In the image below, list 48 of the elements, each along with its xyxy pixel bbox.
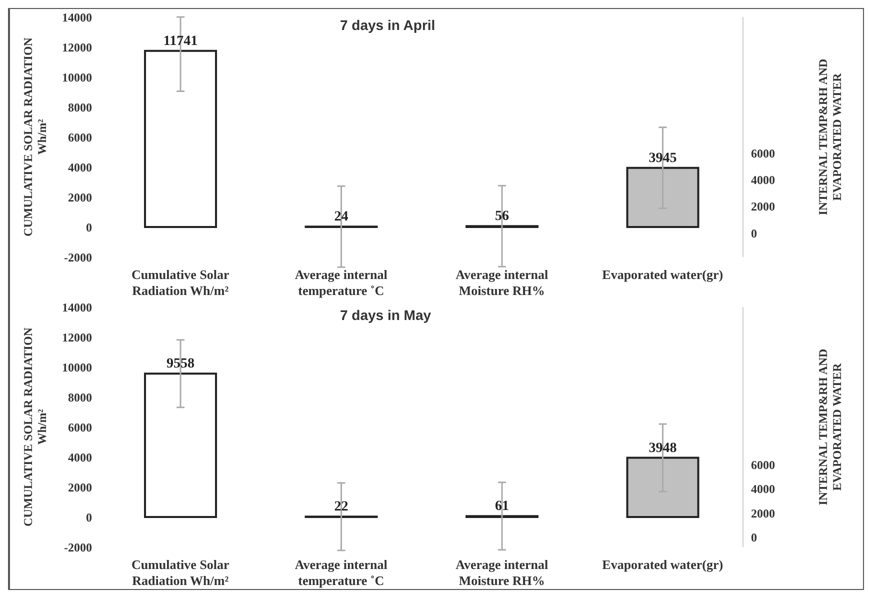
y-tick-label: 4000	[68, 450, 92, 464]
y-tick-label: 4000	[68, 160, 92, 174]
y-axis-title: CUMULATIVE SOLAR RADIATION Wh/m²	[21, 327, 49, 526]
data-label: 11741	[163, 34, 198, 49]
y-tick-label: 8000	[68, 390, 92, 404]
x-tick-label: Cumulative Solar Radiation Wh/m²	[131, 557, 230, 588]
y2-tick-label: 4000	[751, 172, 775, 187]
data-label: 9558	[166, 356, 195, 372]
data-label: 3945	[648, 150, 677, 166]
x-tick-label: Average internal Moisture RH%	[456, 267, 549, 298]
y-tick-label: 2000	[68, 190, 92, 204]
x-tick-label: Evaporated water(gr)	[602, 267, 724, 282]
y-tick-label: 14000	[62, 300, 92, 314]
y-tick-label: 0	[86, 220, 92, 234]
chart-title: 7 days in May	[340, 307, 432, 323]
data-label: 61	[495, 499, 510, 514]
y2-tick-label: 0	[751, 226, 757, 240]
data-label: 22	[334, 500, 348, 515]
y2-tick-label: 6000	[751, 146, 775, 160]
y-tick-label: 6000	[68, 420, 92, 434]
y-tick-label: -2000	[64, 250, 92, 264]
y-tick-label: 14000	[62, 10, 92, 24]
y2-axis-title: INTERNAL TEMP&RH AND EVAPORATED WATER	[816, 58, 844, 216]
y2-tick-label: 2000	[751, 506, 775, 520]
y-tick-label: 12000	[62, 330, 92, 344]
x-tick-label: Average internal temperature ˚C	[294, 267, 388, 298]
y-tick-label: 12000	[62, 40, 92, 54]
y-tick-label: 2000	[68, 480, 92, 494]
y2-tick-label: 6000	[751, 458, 775, 472]
chart-title: 7 days in April	[340, 17, 436, 33]
y-tick-label: -2000	[64, 540, 92, 554]
y-tick-label: 10000	[62, 360, 92, 374]
y2-tick-label: 4000	[751, 482, 775, 496]
y-tick-label: 0	[86, 510, 92, 524]
data-label: 24	[334, 210, 348, 225]
y2-tick-label: 0	[751, 530, 757, 545]
y-tick-label: 6000	[68, 130, 92, 144]
data-label: 3948	[648, 440, 677, 456]
y-tick-label: 8000	[68, 100, 92, 114]
y-tick-label: 10000	[62, 70, 92, 84]
y2-axis-title: INTERNAL TEMP&RH AND EVAPORATED WATER	[816, 348, 844, 506]
x-tick-label: Average internal Moisture RH%	[456, 557, 549, 588]
y2-tick-label: 2000	[751, 200, 775, 214]
y-axis-title: CUMULATIVE SOLAR RADIATION Wh/m²	[21, 37, 49, 236]
x-tick-label: Average internal temperature ˚C	[294, 557, 388, 588]
x-tick-label: Cumulative Solar Radiation Wh/m²	[131, 267, 230, 298]
data-label: 56	[495, 209, 510, 224]
x-tick-label: Evaporated water(gr)	[602, 557, 724, 572]
